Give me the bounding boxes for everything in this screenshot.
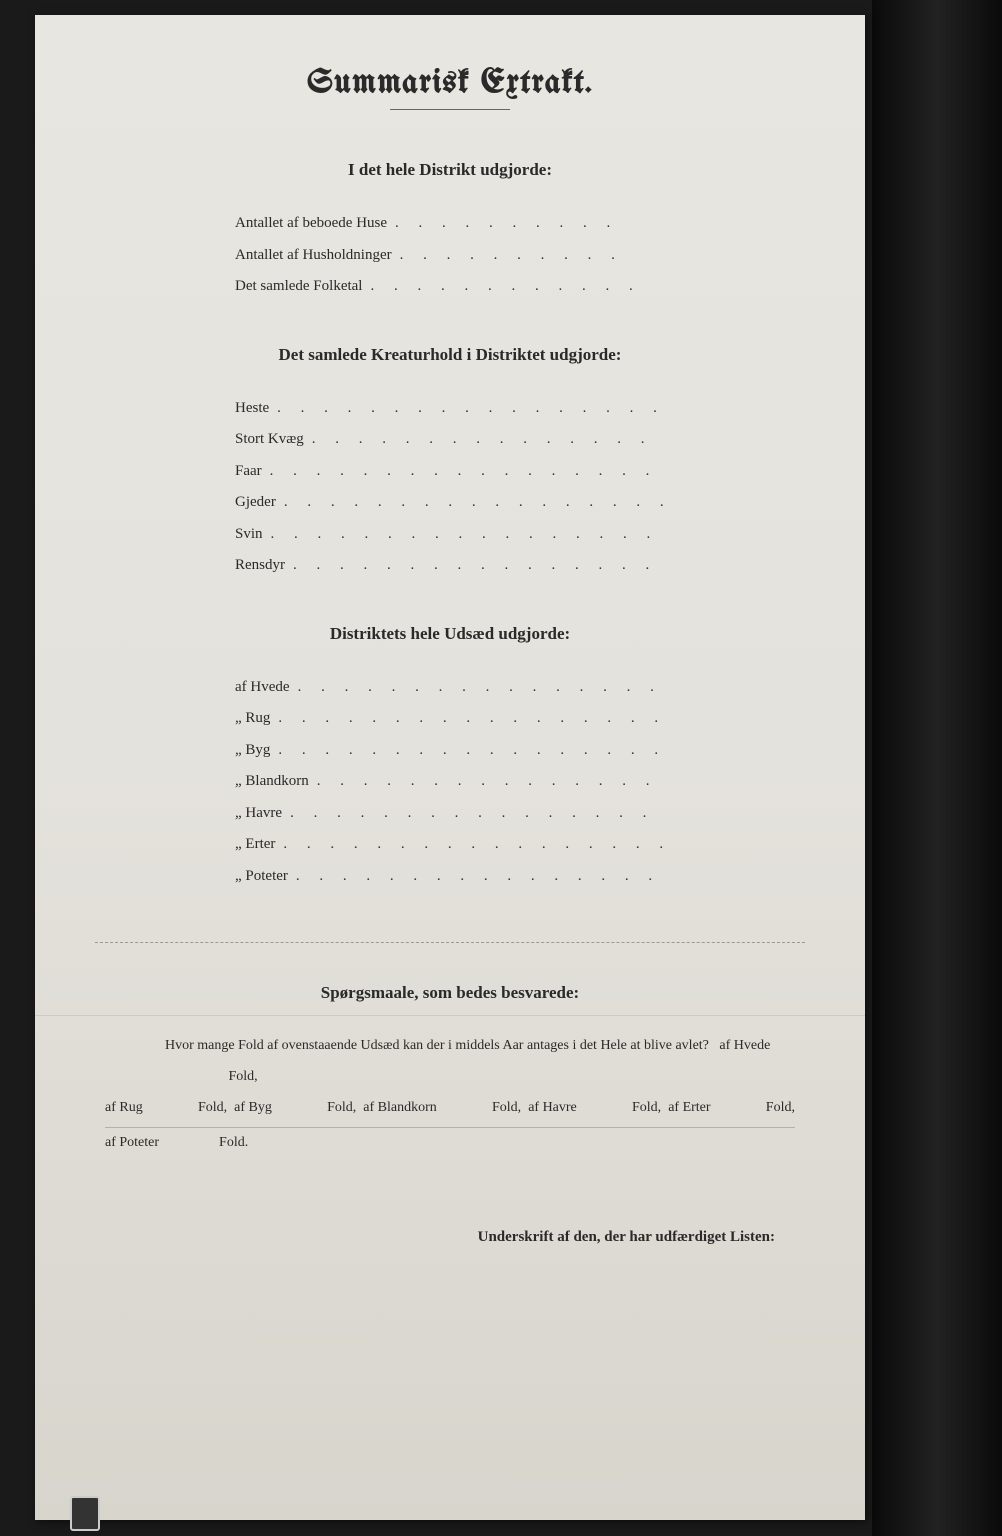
item-label: Gjeder: [235, 487, 284, 519]
fold-label: Fold.: [219, 1135, 248, 1150]
list-item: „ Byg . . . . . . . . . . . . . . . . .: [235, 735, 665, 767]
questions-text: Hvor mange Fold af ovenstaaende Udsæd ka…: [105, 1031, 795, 1159]
fold-label: Fold,: [327, 1100, 356, 1115]
question-line-3: af Poteter Fold.: [105, 1128, 795, 1159]
leader-dots: . . . . . . . . . . . . . . . . .: [278, 735, 665, 767]
item-label: „ Blandkorn: [235, 766, 317, 798]
section1-list: Antallet af beboede Huse . . . . . . . .…: [235, 208, 665, 303]
leader-dots: . . . . . . . . . . . . . . . . .: [270, 456, 665, 488]
section4-heading: Spørgsmaale, som bedes besvarede:: [95, 983, 805, 1003]
leader-dots: . . . . . . . . . . . . . . . .: [293, 550, 665, 582]
item-label: Heste: [235, 393, 277, 425]
crop-label: af Rug: [105, 1100, 143, 1115]
leader-dots: . . . . . . . . . .: [395, 208, 665, 240]
leader-dots: . . . . . . . . . . . . . . . . .: [277, 393, 665, 425]
list-item: „ Erter . . . . . . . . . . . . . . . . …: [235, 829, 665, 861]
fold-label: Fold,: [198, 1100, 227, 1115]
leader-dots: . . . . . . . . . . . . . . . . .: [290, 798, 665, 830]
list-item: Heste . . . . . . . . . . . . . . . . .: [235, 393, 665, 425]
leader-dots: . . . . . . . . . .: [400, 240, 665, 272]
item-label: „ Erter: [235, 829, 283, 861]
list-item: Det samlede Folketal . . . . . . . . . .…: [235, 271, 665, 303]
list-item: Svin . . . . . . . . . . . . . . . . .: [235, 519, 665, 551]
list-item: Gjeder . . . . . . . . . . . . . . . . .: [235, 487, 665, 519]
fold-label: Fold,: [229, 1069, 258, 1084]
leader-dots: . . . . . . . . . . . . . . . . .: [284, 487, 665, 519]
leader-dots: . . . . . . . . . . . . . . . . .: [271, 519, 665, 551]
section1-heading: I det hele Distrikt udgjorde:: [95, 160, 805, 180]
list-item: Rensdyr . . . . . . . . . . . . . . . .: [235, 550, 665, 582]
list-item: „ Rug . . . . . . . . . . . . . . . . .: [235, 703, 665, 735]
list-item: „ Havre . . . . . . . . . . . . . . . . …: [235, 798, 665, 830]
item-label: Antallet af Husholdninger: [235, 240, 400, 272]
list-item: Antallet af beboede Huse . . . . . . . .…: [235, 208, 665, 240]
item-label: Det samlede Folketal: [235, 271, 370, 303]
item-label: Antallet af beboede Huse: [235, 208, 395, 240]
list-item: Antallet af Husholdninger . . . . . . . …: [235, 240, 665, 272]
crop-label: af Erter: [668, 1100, 710, 1115]
scanner-edge-right: [872, 0, 1002, 1536]
fold-label: Fold,: [492, 1100, 521, 1115]
leader-dots: . . . . . . . . . . . . . . . .: [296, 861, 665, 893]
scanner-clip-icon: [70, 1496, 100, 1531]
leader-dots: . . . . . . . . . . . . . . . .: [298, 672, 665, 704]
list-item: Stort Kvæg . . . . . . . . . . . . . . .: [235, 424, 665, 456]
section2-heading: Det samlede Kreaturhold i Distriktet udg…: [95, 345, 805, 365]
title-underline: [390, 109, 510, 110]
list-item: Faar . . . . . . . . . . . . . . . . .: [235, 456, 665, 488]
document-page: Summarisk Extrakt. I det hele Distrikt u…: [35, 15, 865, 1520]
question-prefix: Hvor mange Fold af ovenstaaende Udsæd ka…: [165, 1038, 709, 1053]
item-label: „ Byg: [235, 735, 278, 767]
questions-section: Spørgsmaale, som bedes besvarede: Hvor m…: [95, 942, 805, 1246]
fold-label: Fold,: [632, 1100, 661, 1115]
leader-dots: . . . . . . . . . . . . . . . . .: [283, 829, 665, 861]
page-title: Summarisk Extrakt.: [95, 65, 805, 101]
item-label: Faar: [235, 456, 270, 488]
crop-label: af Havre: [528, 1100, 577, 1115]
item-label: „ Poteter: [235, 861, 296, 893]
signature-label: Underskrift af den, der har udfærdiget L…: [95, 1229, 805, 1246]
item-label: „ Havre: [235, 798, 290, 830]
question-line-2: af Rug Fold, af Byg Fold, af Blandkorn F…: [105, 1093, 795, 1129]
item-label: „ Rug: [235, 703, 278, 735]
item-label: Svin: [235, 519, 271, 551]
section3-heading: Distriktets hele Udsæd udgjorde:: [95, 624, 805, 644]
question-line-1: Hvor mange Fold af ovenstaaende Udsæd ka…: [105, 1031, 795, 1093]
list-item: „ Poteter . . . . . . . . . . . . . . . …: [235, 861, 665, 893]
section2-list: Heste . . . . . . . . . . . . . . . . . …: [235, 393, 665, 582]
list-item: af Hvede . . . . . . . . . . . . . . . .: [235, 672, 665, 704]
leader-dots: . . . . . . . . . . . . . . .: [317, 766, 665, 798]
paper-fold-line: [35, 1015, 865, 1016]
leader-dots: . . . . . . . . . . . .: [370, 271, 665, 303]
list-item: „ Blandkorn . . . . . . . . . . . . . . …: [235, 766, 665, 798]
crop-label: af Poteter: [105, 1135, 159, 1150]
crop-label: af Byg: [234, 1100, 272, 1115]
section3-list: af Hvede . . . . . . . . . . . . . . . .…: [235, 672, 665, 893]
leader-dots: . . . . . . . . . . . . . . . . .: [278, 703, 665, 735]
leader-dots: . . . . . . . . . . . . . . .: [312, 424, 665, 456]
item-label: Stort Kvæg: [235, 424, 312, 456]
item-label: af Hvede: [235, 672, 298, 704]
item-label: Rensdyr: [235, 550, 293, 582]
crop-label: af Blandkorn: [363, 1100, 436, 1115]
fold-label: Fold,: [766, 1100, 795, 1115]
crop-label: af Hvede: [719, 1038, 770, 1053]
